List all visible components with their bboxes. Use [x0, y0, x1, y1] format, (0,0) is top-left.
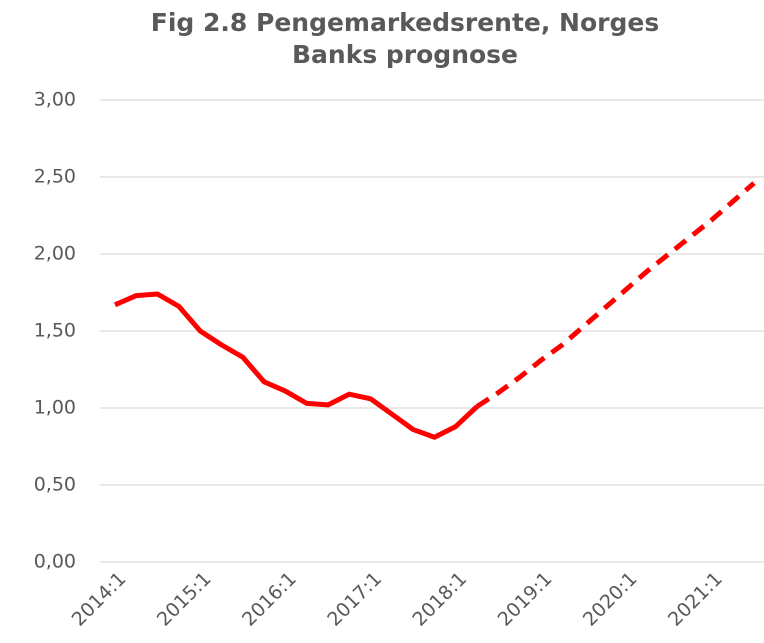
- x-tick-label: 2019:1: [494, 568, 557, 631]
- line: [475, 181, 756, 409]
- y-tick-label: 1,00: [34, 397, 76, 419]
- x-tick-label: 2017:1: [323, 568, 386, 631]
- y-tick-label: 3,00: [34, 89, 76, 111]
- x-tick-label: 2021:1: [664, 568, 727, 631]
- x-tick-label: 2014:1: [68, 568, 131, 631]
- y-tick-label: 0,50: [34, 474, 76, 496]
- x-tick-label: 2015:1: [153, 568, 216, 631]
- y-tick-label: 0,00: [34, 551, 76, 573]
- y-tick-label: 2,50: [34, 166, 76, 188]
- chart-title: Banks prognose: [292, 40, 518, 69]
- chart-title: Fig 2.8 Pengemarkedsrente, Norges: [151, 8, 659, 37]
- x-tick-label: 2016:1: [238, 568, 301, 631]
- y-tick-label: 1,50: [34, 320, 76, 342]
- line: [114, 291, 479, 440]
- y-tick-label: 2,00: [34, 243, 76, 265]
- x-tick-label: 2020:1: [579, 568, 642, 631]
- x-tick-label: 2018:1: [408, 568, 471, 631]
